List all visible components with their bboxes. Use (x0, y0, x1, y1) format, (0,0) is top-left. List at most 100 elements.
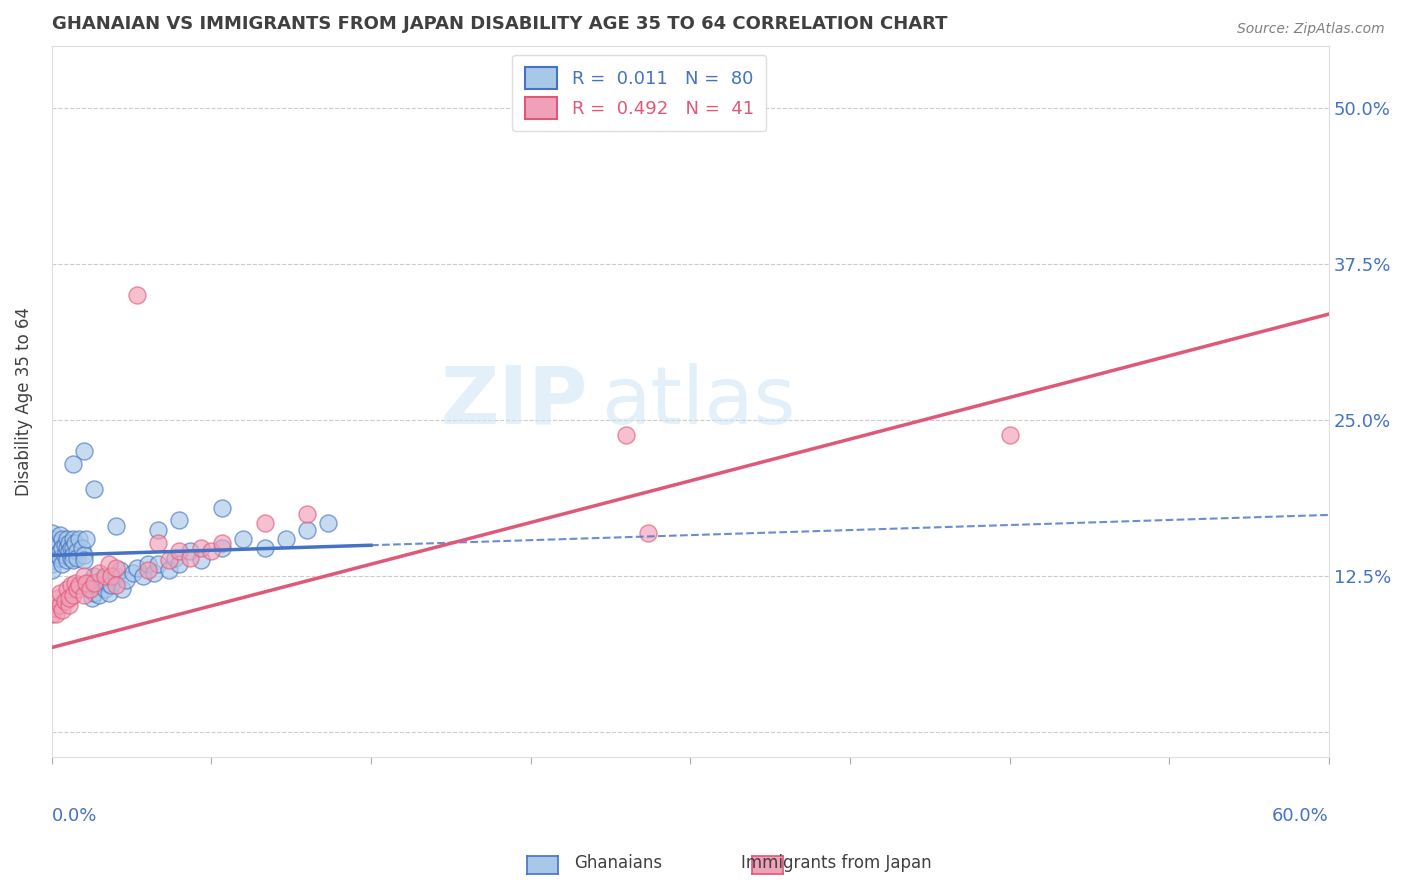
Point (58, 591, 80, 605)
Point (125, 560, 148, 574)
Point (90, 573, 112, 587)
Point (41, 553, 63, 567)
Point (121, 566, 143, 580)
Point (70, 541, 93, 555)
Point (111, 582, 134, 596)
Point (62, 553, 84, 567)
Point (58, 544, 80, 558)
Point (87, 566, 110, 580)
Point (157, 553, 180, 567)
Point (46, 591, 69, 605)
Point (211, 535, 233, 549)
Text: Ghanaians: Ghanaians (575, 855, 662, 872)
Point (66, 544, 89, 558)
Point (51, 603, 73, 617)
Point (63, 535, 86, 549)
Point (63, 575, 86, 590)
Point (998, 428, 1021, 442)
Point (98, 585, 121, 599)
Point (51, 541, 73, 555)
Point (96, 575, 118, 590)
Point (55, 541, 77, 555)
Point (49, 544, 72, 558)
Point (83, 585, 105, 599)
Point (46, 535, 69, 549)
Point (274, 532, 297, 546)
Point (62, 548, 84, 562)
Point (616, 428, 638, 442)
Point (79, 582, 101, 596)
Point (169, 544, 191, 558)
Point (79, 582, 101, 596)
Point (41, 557, 63, 571)
Point (73, 548, 96, 562)
Text: GHANAIAN VS IMMIGRANTS FROM JAPAN DISABILITY AGE 35 TO 64 CORRELATION CHART: GHANAIAN VS IMMIGRANTS FROM JAPAN DISABI… (52, 15, 948, 33)
Point (190, 541, 212, 555)
Point (58, 535, 80, 549)
Point (104, 569, 127, 583)
Point (49, 585, 72, 599)
Point (165, 550, 187, 565)
Point (45, 541, 67, 555)
Point (87, 588, 110, 602)
Point (49, 598, 72, 612)
Point (55, 532, 77, 546)
Point (41, 563, 63, 577)
Point (41, 538, 63, 552)
Point (82, 591, 104, 605)
Point (58, 598, 80, 612)
Text: ZIP: ZIP (441, 362, 588, 441)
Point (146, 557, 169, 571)
Point (55, 582, 77, 596)
Point (41, 548, 63, 562)
Point (62, 541, 84, 555)
Point (42, 600, 65, 615)
Point (73, 569, 96, 583)
Y-axis label: Disability Age 35 to 64: Disability Age 35 to 64 (15, 307, 32, 496)
Point (295, 507, 318, 521)
Point (55, 553, 77, 567)
Point (59, 550, 82, 565)
Text: 0.0%: 0.0% (52, 807, 97, 825)
Point (179, 550, 201, 565)
Point (146, 535, 169, 549)
Point (637, 525, 659, 540)
Point (51, 557, 73, 571)
Point (98, 557, 121, 571)
Point (41, 532, 63, 546)
Point (253, 516, 276, 530)
Point (142, 566, 165, 580)
Point (136, 563, 159, 577)
Point (136, 557, 159, 571)
Point (73, 588, 96, 602)
Point (46, 547, 69, 561)
Point (83, 569, 105, 583)
Point (62, 532, 84, 546)
Point (83, 575, 105, 590)
Point (66, 550, 89, 565)
Point (295, 523, 318, 537)
Point (179, 544, 201, 558)
Point (41, 525, 63, 540)
Point (200, 544, 222, 558)
Point (83, 482, 105, 496)
Point (53, 548, 76, 562)
Point (146, 523, 169, 537)
Point (318, 516, 340, 530)
Point (66, 582, 89, 596)
Point (253, 541, 276, 555)
Point (211, 500, 233, 515)
Point (45, 607, 67, 621)
Point (67, 578, 90, 592)
Text: 60.0%: 60.0% (1272, 807, 1329, 825)
Point (157, 563, 180, 577)
Point (41, 544, 63, 558)
Point (59, 578, 82, 592)
Text: atlas: atlas (600, 362, 796, 441)
Point (132, 569, 155, 583)
Point (115, 573, 138, 587)
Point (94, 569, 117, 583)
Point (100, 578, 122, 592)
Point (41, 607, 63, 621)
Point (67, 532, 90, 546)
